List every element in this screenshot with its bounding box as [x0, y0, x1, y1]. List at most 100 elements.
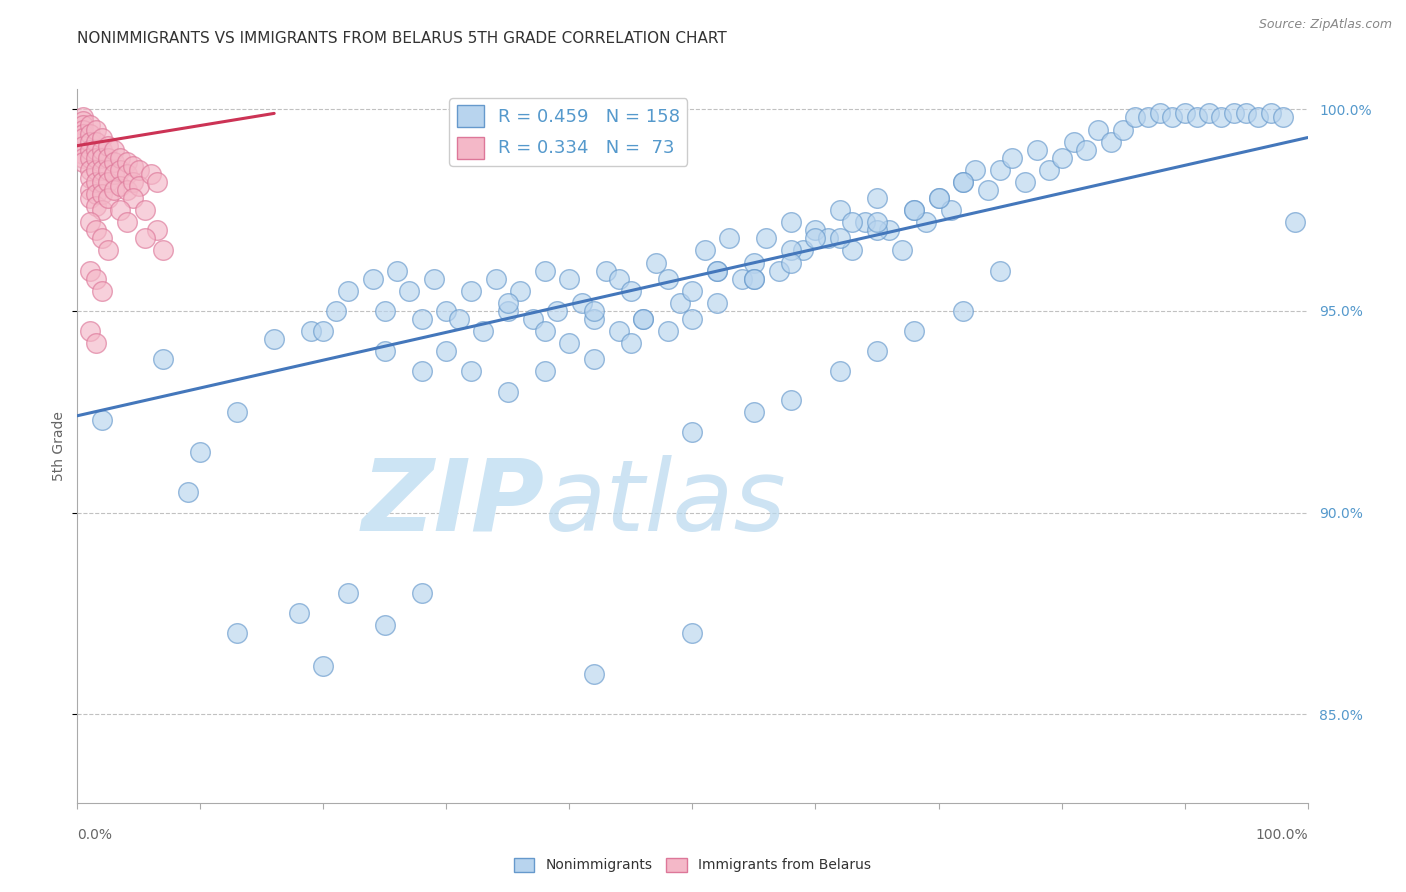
Point [146, 223, 169, 237]
Point [583, 304, 606, 318]
Point [115, 215, 138, 229]
Point [121, 175, 143, 189]
Point [546, 304, 568, 318]
Text: 100.0%: 100.0% [1256, 828, 1308, 842]
Point [72, 154, 94, 169]
Point [299, 324, 322, 338]
Point [103, 167, 125, 181]
Point [1161, 111, 1184, 125]
Point [79, 162, 101, 177]
Text: 0.0%: 0.0% [77, 828, 112, 842]
Point [1099, 135, 1122, 149]
Point [110, 151, 132, 165]
Point [97, 175, 120, 189]
Point [79, 324, 101, 338]
Point [952, 175, 974, 189]
Point [190, 445, 212, 459]
Point [423, 271, 446, 285]
Point [866, 223, 889, 237]
Point [780, 255, 803, 269]
Point [1223, 106, 1246, 120]
Point [755, 231, 778, 245]
Point [90, 151, 114, 165]
Point [97, 138, 120, 153]
Point [830, 203, 852, 218]
Point [607, 324, 630, 338]
Point [607, 271, 630, 285]
Point [988, 162, 1011, 177]
Point [79, 119, 101, 133]
Point [682, 284, 704, 298]
Point [411, 586, 433, 600]
Point [633, 312, 655, 326]
Point [633, 312, 655, 326]
Point [79, 170, 101, 185]
Point [84, 187, 107, 202]
Point [841, 244, 863, 258]
Point [90, 284, 114, 298]
Point [411, 364, 433, 378]
Point [374, 618, 396, 632]
Point [780, 392, 803, 407]
Point [84, 271, 107, 285]
Point [460, 364, 482, 378]
Point [1063, 135, 1085, 149]
Point [84, 143, 107, 157]
Point [682, 626, 704, 640]
Point [817, 231, 839, 245]
Point [1014, 175, 1036, 189]
Point [134, 231, 156, 245]
Point [72, 151, 94, 165]
Point [90, 143, 114, 157]
Point [84, 151, 107, 165]
Point [1038, 162, 1060, 177]
Point [534, 364, 557, 378]
Point [1112, 122, 1135, 136]
Point [97, 151, 120, 165]
Point [90, 231, 114, 245]
Point [387, 263, 409, 277]
Point [915, 215, 938, 229]
Point [84, 336, 107, 351]
Point [84, 175, 107, 189]
Point [1125, 111, 1147, 125]
Point [79, 183, 101, 197]
Point [682, 312, 704, 326]
Point [496, 296, 519, 310]
Point [804, 223, 827, 237]
Point [718, 231, 741, 245]
Point [72, 119, 94, 133]
Text: NONIMMIGRANTS VS IMMIGRANTS FROM BELARUS 5TH GRADE CORRELATION CHART: NONIMMIGRANTS VS IMMIGRANTS FROM BELARUS… [77, 31, 727, 46]
Point [134, 203, 156, 218]
Point [657, 271, 679, 285]
Point [361, 271, 384, 285]
Point [97, 162, 120, 177]
Point [1247, 111, 1270, 125]
Point [1026, 143, 1049, 157]
Point [97, 191, 120, 205]
Point [830, 364, 852, 378]
Point [903, 324, 925, 338]
Point [988, 263, 1011, 277]
Text: atlas: atlas [546, 455, 786, 551]
Point [952, 175, 974, 189]
Point [447, 312, 470, 326]
Point [1136, 111, 1159, 125]
Point [496, 304, 519, 318]
Text: ZIP: ZIP [361, 455, 546, 551]
Point [90, 413, 114, 427]
Point [731, 271, 754, 285]
Point [669, 296, 692, 310]
Point [583, 666, 606, 681]
Point [374, 304, 396, 318]
Point [115, 154, 138, 169]
Point [768, 263, 790, 277]
Point [141, 167, 163, 181]
Point [177, 485, 200, 500]
Point [485, 271, 508, 285]
Point [583, 312, 606, 326]
Point [79, 263, 101, 277]
Point [1211, 111, 1233, 125]
Point [436, 344, 458, 359]
Point [110, 178, 132, 193]
